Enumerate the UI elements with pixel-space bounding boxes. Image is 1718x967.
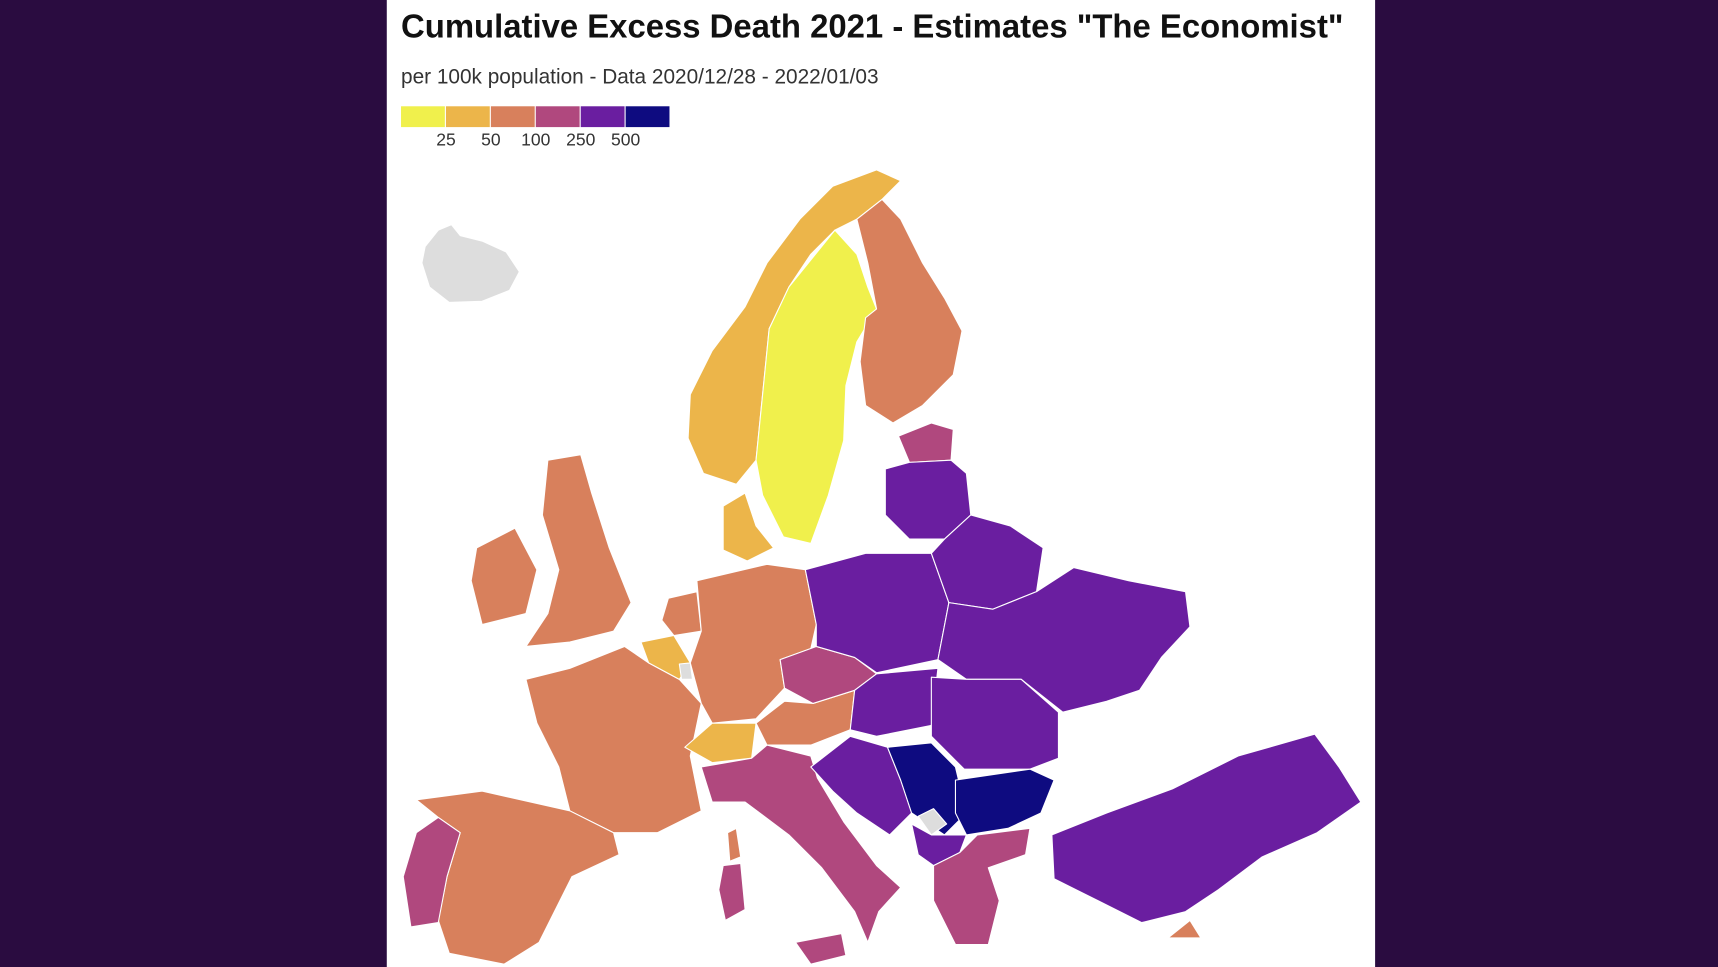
legend-swatch xyxy=(401,106,445,128)
country xyxy=(917,808,948,836)
legend-swatch xyxy=(625,106,670,128)
country xyxy=(911,823,967,867)
country xyxy=(856,198,963,424)
country xyxy=(722,492,775,562)
legend-swatch xyxy=(445,106,490,128)
map xyxy=(402,169,1362,965)
legend-label: 250 xyxy=(566,130,595,150)
country xyxy=(718,862,746,921)
country xyxy=(726,827,742,862)
map-subtitle: per 100k population - Data 2020/12/28 - … xyxy=(401,65,879,88)
legend-label: 500 xyxy=(611,130,640,150)
country xyxy=(470,527,538,626)
map-title: Cumulative Excess Death 2021 - Estimates… xyxy=(401,7,1343,44)
country xyxy=(678,662,694,680)
country xyxy=(525,454,632,648)
country xyxy=(700,744,902,943)
canvas: Cumulative Excess Death 2021 - Estimates… xyxy=(386,0,1376,967)
country xyxy=(954,768,1055,836)
legend-swatch xyxy=(535,106,580,128)
country xyxy=(1167,919,1202,939)
country xyxy=(525,645,702,834)
country xyxy=(402,816,461,928)
country xyxy=(932,827,1031,946)
legend-swatch xyxy=(580,106,625,128)
country xyxy=(1051,733,1362,924)
country xyxy=(886,742,967,836)
country xyxy=(684,722,757,764)
legend-swatch xyxy=(490,106,535,128)
legend: 25 50 100 250 500 xyxy=(401,106,670,150)
country xyxy=(755,229,878,545)
country xyxy=(804,552,950,674)
legend-label: 25 xyxy=(436,130,455,150)
country xyxy=(897,422,954,463)
country xyxy=(687,169,902,485)
country xyxy=(421,224,520,303)
country xyxy=(930,676,1059,770)
legend-label: 50 xyxy=(481,130,501,150)
legend-label: 100 xyxy=(521,130,550,150)
country xyxy=(794,932,847,965)
country xyxy=(661,591,702,637)
